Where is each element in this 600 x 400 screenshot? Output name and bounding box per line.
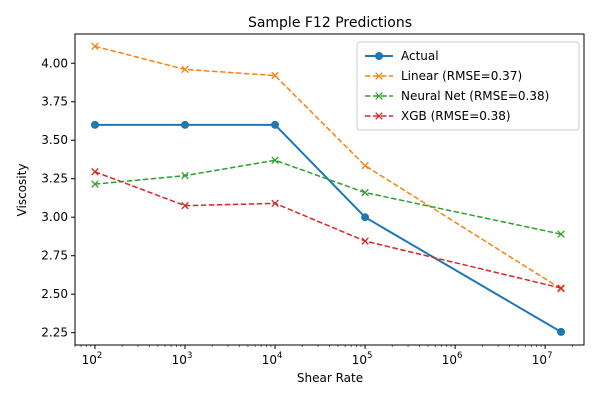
- legend-marker: [375, 72, 383, 80]
- x-tick-mantissa: 10: [532, 353, 547, 367]
- data-point: [181, 120, 190, 129]
- data-point: [181, 201, 189, 210]
- series-line: [94, 171, 562, 289]
- data-point: [271, 199, 279, 208]
- y-tick-label: 2.50: [41, 287, 68, 301]
- y-tick-label: 3.50: [41, 133, 68, 147]
- y-tick-label: 2.75: [41, 249, 68, 263]
- y-tick-label: 4.00: [41, 56, 68, 70]
- legend-label: Linear (RMSE=0.37): [401, 69, 522, 83]
- data-point: [361, 161, 369, 170]
- x-tick-exponent: 6: [457, 351, 462, 361]
- x-tick-mantissa: 10: [82, 353, 97, 367]
- plot-area: [90, 42, 566, 336]
- legend-label: Actual: [401, 49, 439, 63]
- data-point: [271, 120, 280, 129]
- legend-label: Neural Net (RMSE=0.38): [401, 89, 549, 103]
- data-point: [361, 237, 369, 245]
- x-tick-label: 105: [352, 351, 373, 367]
- data-point: [271, 156, 279, 165]
- data-point: [271, 71, 279, 80]
- y-axis-ticks: 2.25 2.50 2.75 3.00 3.25 3.50 3.75 4.00: [41, 56, 75, 340]
- data-point: [181, 171, 189, 180]
- x-tick-mantissa: 10: [262, 353, 277, 367]
- data-point: [557, 327, 566, 336]
- data-point: [557, 230, 565, 238]
- x-tick-mantissa: 10: [352, 353, 367, 367]
- x-tick-label: 107: [532, 351, 553, 367]
- legend-marker: [375, 52, 383, 60]
- legend-box: [356, 41, 580, 131]
- legend-label: XGB (RMSE=0.38): [401, 109, 511, 123]
- y-tick-label: 3.75: [41, 95, 68, 109]
- x-axis-label: Shear Rate: [297, 371, 363, 385]
- x-tick-exponent: 4: [277, 351, 282, 361]
- series-line: [94, 123, 562, 333]
- x-tick-exponent: 5: [367, 351, 372, 361]
- x-tick-label: 103: [172, 351, 193, 367]
- data-point: [91, 42, 99, 51]
- y-tick-label: 2.25: [41, 326, 68, 340]
- data-point: [557, 284, 565, 292]
- x-tick-mantissa: 10: [172, 353, 187, 367]
- x-axis-ticks: 102 103 104 105 106 107: [74, 345, 573, 367]
- x-tick-exponent: 7: [547, 351, 552, 361]
- legend-marker: [375, 112, 383, 120]
- data-point: [361, 188, 369, 197]
- y-tick-label: 3.25: [41, 172, 68, 186]
- series-line: [94, 159, 562, 235]
- x-tick-label: 102: [82, 351, 103, 367]
- data-point: [91, 180, 99, 188]
- data-point: [91, 168, 99, 176]
- legend: Actual Linear (RMSE=0.37) Neural Net (RMSE…: [356, 41, 580, 131]
- x-tick-mantissa: 10: [442, 353, 457, 367]
- y-tick-label: 3.00: [41, 210, 68, 224]
- data-point: [90, 120, 99, 129]
- x-tick-label: 104: [262, 351, 283, 367]
- y-axis-label: Viscosity: [15, 164, 29, 217]
- x-tick-label: 106: [442, 351, 463, 367]
- x-tick-exponent: 2: [97, 351, 102, 361]
- data-point: [361, 213, 370, 222]
- legend-marker: [375, 92, 383, 100]
- chart-title: Sample F12 Predictions: [248, 15, 412, 31]
- data-point: [181, 65, 189, 74]
- x-tick-exponent: 3: [187, 351, 192, 361]
